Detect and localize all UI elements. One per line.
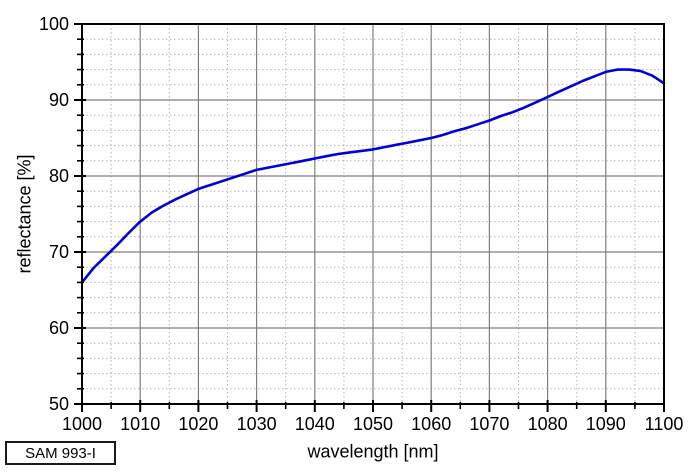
x-tick-label: 1030	[237, 414, 277, 434]
y-tick-label: 50	[49, 394, 69, 414]
x-tick-label: 1020	[178, 414, 218, 434]
y-axis-title: reflectance [%]	[14, 154, 35, 274]
sample-label: SAM 993-I	[25, 444, 96, 462]
x-tick-label: 1070	[469, 414, 509, 434]
x-axis-title: wavelength [nm]	[307, 441, 439, 462]
y-tick-label: 100	[39, 14, 69, 34]
x-tick-label: 1090	[586, 414, 626, 434]
x-tick-label: 1000	[62, 414, 102, 434]
x-tick-label: 1080	[528, 414, 568, 434]
y-tick-label: 90	[49, 90, 69, 110]
y-tick-label: 80	[49, 166, 69, 186]
x-tick-label: 1060	[411, 414, 451, 434]
x-tick-label: 1050	[353, 414, 393, 434]
x-tick-label: 1100	[645, 414, 684, 434]
x-tick-label: 1010	[120, 414, 160, 434]
x-tick-label: 1040	[295, 414, 335, 434]
y-tick-label: 60	[49, 318, 69, 338]
reflectance-curve	[80, 68, 666, 284]
sample-label-box: SAM 993-I	[5, 441, 116, 465]
y-tick-label: 70	[49, 242, 69, 262]
